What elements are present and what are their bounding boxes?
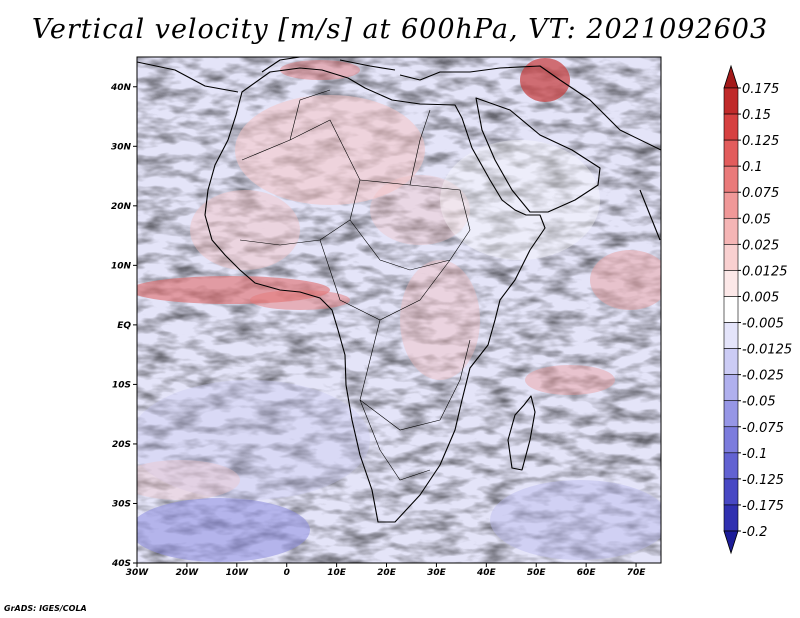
lon-tick-label: 10E — [327, 568, 347, 578]
colorbar-swatch — [723, 348, 739, 375]
colorbar-swatch — [723, 270, 739, 297]
arabia-coastline — [475, 97, 601, 213]
colorbar-label: -0.175 — [742, 499, 784, 514]
lon-tick-label: 40E — [476, 568, 497, 578]
colorbar-swatch — [723, 244, 739, 271]
colorbar-label: 0.175 — [742, 82, 779, 97]
grads-credit: GrADS: IGES/COLA — [4, 604, 87, 613]
colorbar-label: -0.0125 — [742, 343, 792, 358]
lat-tick-label: 30N — [111, 142, 132, 152]
colorbar-swatch — [723, 452, 739, 480]
lat-axis: 40N 30N 20N 10N EQ 10S 20S 30S 40S — [110, 83, 137, 569]
lon-tick-label: 20W — [176, 568, 200, 578]
colorbar-label: 0.0125 — [742, 264, 788, 279]
lon-tick-label: 50E — [527, 568, 547, 578]
colorbar-bottom-arrow — [723, 530, 739, 555]
lon-tick-label: 20E — [377, 568, 397, 578]
lat-tick-label: 10N — [111, 261, 132, 271]
lat-tick-label: 10S — [112, 380, 131, 390]
country-borders — [239, 89, 471, 481]
india-coastline — [639, 189, 661, 241]
africa-coastline — [204, 67, 546, 523]
lon-axis: 30W 20W 10W 0 10E 20E 30E 40E 50E 60E 70E — [126, 563, 646, 578]
colorbar-swatch — [723, 426, 739, 454]
map-title: Vertical velocity [m/s] at 600hPa, VT: 2… — [31, 14, 769, 45]
velocity-field — [137, 57, 661, 563]
lat-tick-label: EQ — [117, 321, 131, 331]
colorbar-swatch — [723, 113, 739, 141]
europe-coastline — [137, 57, 661, 151]
colorbar-swatch — [723, 478, 739, 506]
colorbar-top-arrow — [723, 64, 739, 89]
colorbar-label: 0.15 — [742, 108, 771, 123]
colorbar-swatch — [723, 139, 739, 167]
lon-tick-label: 70E — [627, 568, 647, 578]
colorbar-label: 0.075 — [742, 186, 779, 201]
colorbar-label: -0.005 — [742, 317, 784, 332]
colorbar-swatch — [723, 296, 739, 323]
madagascar-coastline — [507, 395, 536, 471]
colorbar-swatch — [723, 322, 739, 349]
colorbar-label: 0.05 — [742, 212, 771, 227]
colorbar-swatch — [723, 400, 739, 428]
lon-tick-label: 10W — [226, 568, 250, 578]
lon-tick-label: 30E — [427, 568, 447, 578]
coastlines — [137, 57, 661, 523]
colorbar-swatch — [723, 374, 739, 402]
lat-tick-label: 40S — [111, 559, 131, 569]
lat-tick-label: 40N — [110, 83, 132, 93]
lat-tick-label: 20S — [112, 440, 131, 450]
lon-tick-label: 60E — [577, 568, 597, 578]
colorbar-label: 0.125 — [742, 134, 779, 149]
colorbar-label: -0.025 — [742, 369, 784, 384]
colorbar-label: -0.1 — [742, 447, 767, 462]
plot-frame — [136, 56, 662, 564]
lat-tick-label: 20N — [111, 202, 132, 212]
colorbar-swatch — [723, 191, 739, 219]
lon-tick-label: 30W — [126, 568, 150, 578]
colorbar-label: 0.025 — [742, 238, 779, 253]
lat-tick-label: 30S — [112, 499, 131, 509]
lon-tick-label: 0 — [284, 568, 290, 578]
colorbar-label: 0.1 — [742, 160, 763, 175]
colorbar-label: -0.075 — [742, 421, 784, 436]
colorbar-swatch — [723, 87, 739, 115]
colorbar-label: 0.005 — [742, 290, 779, 305]
colorbar-label: -0.05 — [742, 395, 776, 410]
colorbar-label: -0.125 — [742, 473, 784, 488]
colorbar-label: -0.2 — [742, 525, 767, 540]
colorbar-swatch — [723, 504, 739, 532]
colorbar: 0.175 0.15 0.125 0.1 0.075 0.05 0.025 0.0125 0.0… — [723, 64, 792, 555]
colorbar-swatch — [723, 165, 739, 193]
colorbar-swatch — [723, 217, 739, 245]
